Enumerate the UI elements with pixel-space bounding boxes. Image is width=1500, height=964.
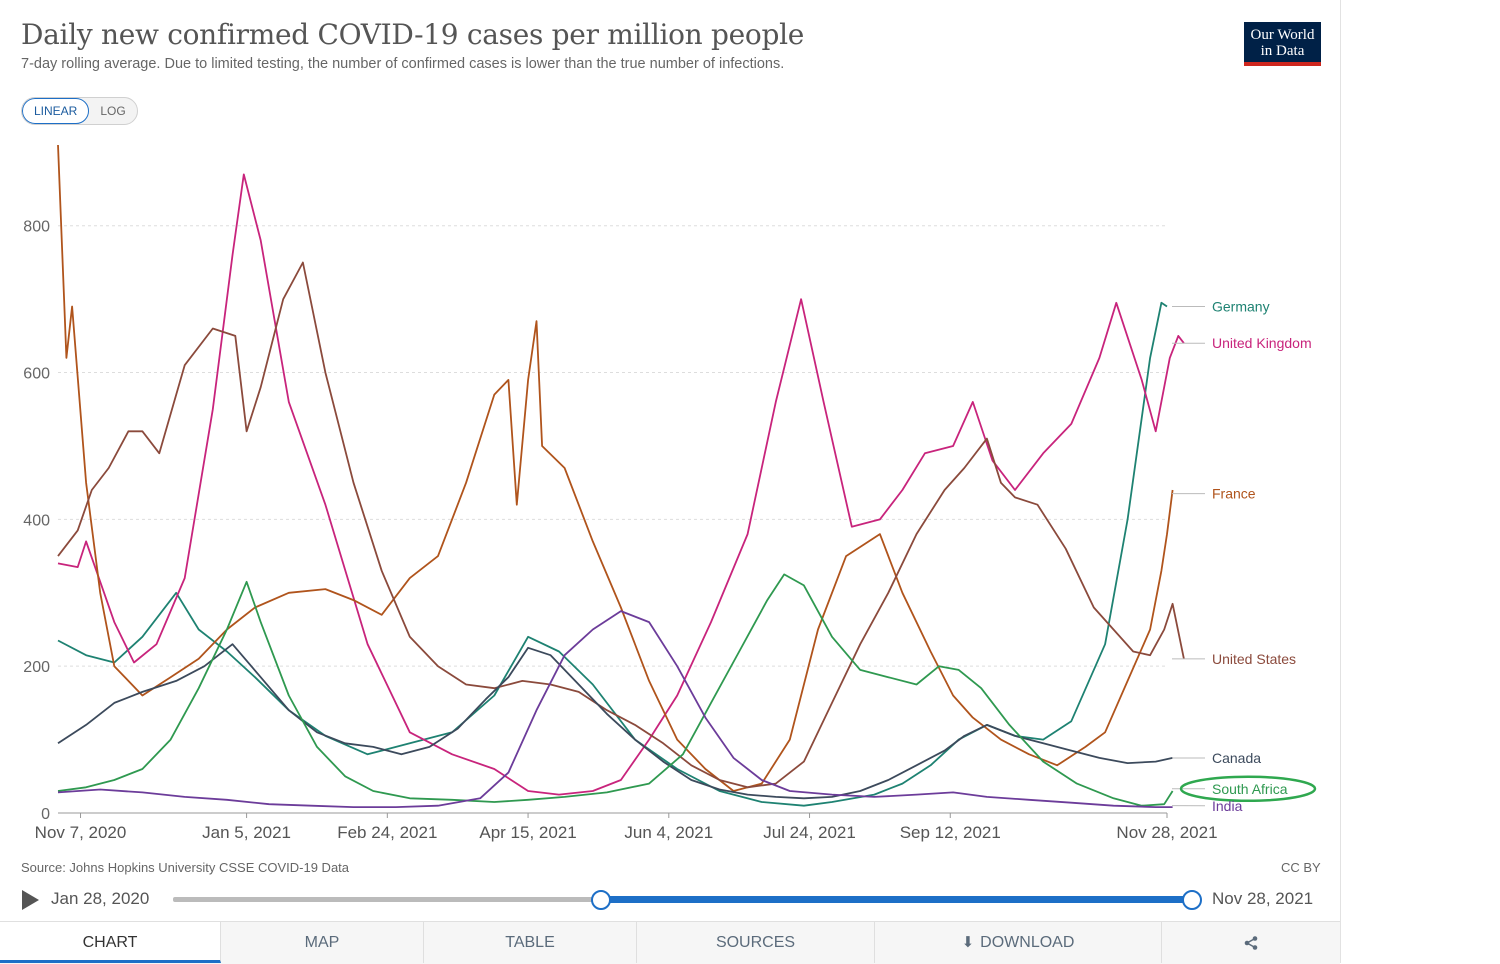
y-tick-label: 800: [23, 219, 50, 236]
tab-table[interactable]: TABLE: [424, 922, 637, 963]
logo-line-2: in Data: [1244, 43, 1321, 59]
timeline-end-handle[interactable]: [1182, 890, 1202, 910]
series-line-canada: [58, 644, 1173, 798]
x-tick-label: Jun 4, 2021: [624, 823, 713, 842]
y-tick-label: 200: [23, 659, 50, 676]
legend-label-canada: Canada: [1212, 750, 1261, 766]
y-tick-label: 0: [41, 806, 50, 823]
x-tick-label: Apr 15, 2021: [479, 823, 576, 842]
tab-sources[interactable]: SOURCES: [637, 922, 875, 963]
legend-label-india: India: [1212, 798, 1243, 814]
y-tick-label: 600: [23, 366, 50, 383]
timeline-start-date: Jan 28, 2020: [51, 889, 149, 909]
chart-panel: Daily new confirmed COVID-19 cases per m…: [0, 0, 1341, 963]
legend-label-france: France: [1212, 486, 1256, 502]
share-icon: [1243, 935, 1259, 951]
legend-label-united-states: United States: [1212, 651, 1296, 667]
series-line-united-kingdom: [58, 174, 1184, 794]
source-note[interactable]: Source: Johns Hopkins University CSSE CO…: [21, 860, 349, 875]
chart-title: Daily new confirmed COVID-19 cases per m…: [21, 18, 804, 51]
timeline-selected-range[interactable]: [604, 896, 1192, 903]
tab-map[interactable]: MAP: [221, 922, 424, 963]
chart-subtitle: 7-day rolling average. Due to limited te…: [21, 56, 784, 72]
x-tick-label: Sep 12, 2021: [900, 823, 1001, 842]
line-chart: 0 200 400 600 800 Nov 7, 2020 Jan 5, 2021 Feb 2…: [0, 130, 1340, 850]
series-line-france: [58, 145, 1173, 791]
series-line-india: [58, 611, 1173, 807]
x-tick-label: Feb 24, 2021: [337, 823, 437, 842]
tab-share[interactable]: [1162, 922, 1340, 963]
download-icon: ⬇: [962, 922, 975, 963]
timeline-start-handle[interactable]: [591, 890, 611, 910]
x-tick-label: Nov 7, 2020: [35, 823, 127, 842]
x-tick-label: Jan 5, 2021: [202, 823, 291, 842]
scale-toggle[interactable]: LINEAR LOG: [21, 97, 138, 125]
legend-label-south-africa: South Africa: [1212, 781, 1288, 797]
download-label: DOWNLOAD: [980, 934, 1074, 951]
legend-label-united-kingdom: United Kingdom: [1212, 335, 1312, 351]
x-tick-label: Nov 28, 2021: [1116, 823, 1217, 842]
x-tick-label: Jul 24, 2021: [763, 823, 856, 842]
timeline-end-date: Nov 28, 2021: [1212, 889, 1313, 909]
series-line-south-africa: [58, 574, 1173, 805]
series-line-united-states: [58, 263, 1184, 788]
license-link[interactable]: CC BY: [1281, 860, 1321, 875]
tab-bar: CHART MAP TABLE SOURCES ⬇ DOWNLOAD: [0, 921, 1340, 964]
play-icon[interactable]: [22, 890, 39, 910]
tab-download[interactable]: ⬇ DOWNLOAD: [875, 922, 1162, 963]
log-scale-button[interactable]: LOG: [89, 98, 136, 124]
linear-scale-button[interactable]: LINEAR: [22, 98, 89, 124]
owid-logo[interactable]: Our World in Data: [1244, 22, 1321, 66]
tab-chart[interactable]: CHART: [0, 922, 221, 963]
legend-label-germany: Germany: [1212, 298, 1270, 314]
logo-line-1: Our World: [1244, 27, 1321, 43]
y-tick-label: 400: [23, 512, 50, 529]
